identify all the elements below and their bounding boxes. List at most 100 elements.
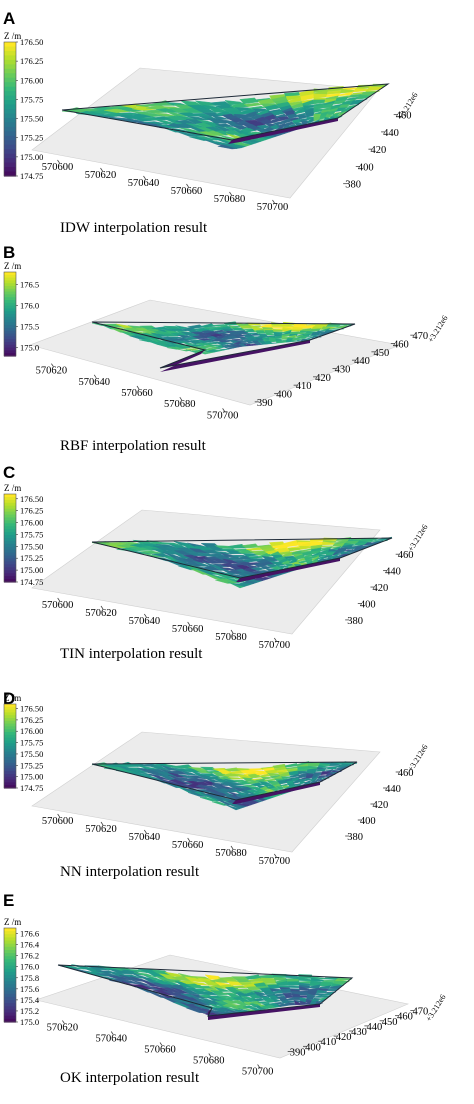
- x-tick-mark: [159, 1042, 163, 1046]
- colorbar-segment: [4, 514, 16, 519]
- panel-c: C 570600 570620 570640 570660 570680 570700 380…: [3, 463, 430, 662]
- colorbar-segment: [4, 928, 16, 932]
- x-tick-mark: [93, 374, 97, 379]
- colorbar-segment: [4, 570, 16, 574]
- colorbar-segment: [4, 757, 16, 761]
- surface: [91, 321, 356, 372]
- colorbar-segment: [4, 511, 16, 516]
- colorbar-segment: [4, 959, 16, 964]
- y-axis-offset: +3.212e6: [426, 314, 450, 344]
- y-tick-label: 460: [398, 550, 414, 561]
- colorbar-segment: [4, 288, 16, 293]
- colorbar-segment: [4, 1000, 16, 1004]
- surface-cell: [271, 327, 284, 329]
- colorbar-segment: [4, 965, 16, 970]
- y-tick-label: 460: [393, 340, 409, 351]
- surface-cell: [286, 1000, 295, 1003]
- colorbar-segment: [4, 576, 16, 580]
- colorbar-segment: [4, 953, 16, 957]
- colorbar-segment: [4, 286, 16, 290]
- colorbar-label: Z /m: [4, 31, 21, 41]
- surface-outline: [91, 537, 393, 579]
- colorbar-tick-label: 175.00: [20, 565, 43, 575]
- panel-e: E 570620 570640 570660 570680 570700 390 400 410…: [3, 891, 448, 1086]
- colorbar-segment: [4, 962, 16, 967]
- x-tick-mark: [57, 813, 60, 818]
- y-tick-label: 380: [345, 180, 361, 191]
- colorbar-segment: [4, 153, 16, 159]
- colorbar-segment: [4, 709, 16, 713]
- x-tick-mark: [230, 629, 234, 634]
- surface-underside: [236, 558, 340, 582]
- y-tick-label: 420: [373, 583, 389, 594]
- colorbar-segment: [4, 740, 16, 744]
- colorbar-segment: [4, 122, 16, 128]
- panel-caption: TIN interpolation result: [60, 646, 203, 662]
- colorbar-tick-label: 175.50: [20, 114, 43, 124]
- x-tick-label: 570600: [42, 162, 74, 173]
- surface-cell: [275, 340, 282, 344]
- colorbar-tick-label: 174.75: [20, 171, 43, 181]
- colorbar-tick-label: 176.00: [20, 75, 43, 85]
- colorbar-segment: [4, 785, 16, 789]
- x-tick-mark: [274, 853, 277, 858]
- colorbar-tick-label: 175.25: [20, 553, 43, 563]
- colorbar-segment: [4, 718, 16, 722]
- colorbar-segment: [4, 978, 16, 982]
- colorbar-segment: [4, 297, 16, 301]
- colorbar-tick-label: 175.6: [20, 984, 39, 994]
- x-tick-mark: [187, 837, 190, 842]
- surface-outline: [61, 83, 390, 141]
- colorbar-segment: [4, 535, 16, 539]
- y-tick-label: 470: [412, 1007, 428, 1018]
- x-axis: 570600 570620 570640 570660 570680 570700: [42, 813, 290, 867]
- colorbar-tick-label: 176.25: [20, 506, 43, 516]
- x-tick-label: 570640: [129, 616, 161, 627]
- x-tick-label: 570620: [47, 1023, 79, 1034]
- x-tick-label: 570640: [78, 377, 110, 388]
- colorbar-segment: [4, 779, 16, 783]
- colorbar-segment: [4, 339, 16, 343]
- colorbar-segment: [4, 494, 16, 498]
- colorbar-label: Z /m: [4, 917, 21, 927]
- x-tick-label: 570620: [85, 824, 117, 835]
- surface-cell: [287, 981, 300, 986]
- x-tick-mark: [179, 396, 183, 401]
- colorbar-segment: [4, 353, 16, 357]
- colorbar-segment: [4, 579, 16, 583]
- colorbar-segment: [4, 86, 16, 92]
- colorbar-segment: [4, 131, 16, 137]
- x-tick-label: 570660: [172, 624, 204, 635]
- colorbar-tick-label: 176.50: [20, 37, 43, 47]
- x-tick-mark: [222, 408, 225, 412]
- x-tick-mark: [144, 613, 147, 618]
- colorbar-segment: [4, 726, 16, 730]
- surface-outline: [91, 321, 356, 369]
- colorbar-segment: [4, 971, 16, 976]
- colorbar-segment: [4, 330, 16, 335]
- colorbar-tick-label: 175.5: [20, 322, 39, 332]
- colorbar-tick-label: 175.8: [20, 973, 39, 983]
- colorbar-segment: [4, 277, 16, 281]
- colorbar-segment: [4, 347, 16, 351]
- colorbar-segment: [4, 975, 16, 979]
- x-tick-label: 570680: [214, 194, 246, 205]
- x-tick-mark: [57, 159, 60, 164]
- x-tick-mark: [100, 821, 104, 826]
- panel-caption: RBF interpolation result: [60, 438, 207, 454]
- x-tick-label: 570620: [36, 366, 68, 377]
- colorbar-segment: [4, 1009, 16, 1014]
- colorbar-tick-label: 175.0: [20, 343, 39, 353]
- colorbar-segment: [4, 59, 16, 65]
- surface: [57, 964, 354, 1020]
- x-tick-label: 570660: [172, 840, 204, 851]
- colorbar-segment: [4, 748, 16, 753]
- surface-underside: [228, 118, 338, 144]
- colorbar-segment: [4, 499, 16, 504]
- colorbar-frame: [3, 927, 17, 1023]
- colorbar-segment: [4, 300, 16, 304]
- colorbar-segment: [4, 732, 16, 736]
- x-tick-label: 570660: [144, 1045, 176, 1056]
- x-tick-mark: [100, 605, 104, 610]
